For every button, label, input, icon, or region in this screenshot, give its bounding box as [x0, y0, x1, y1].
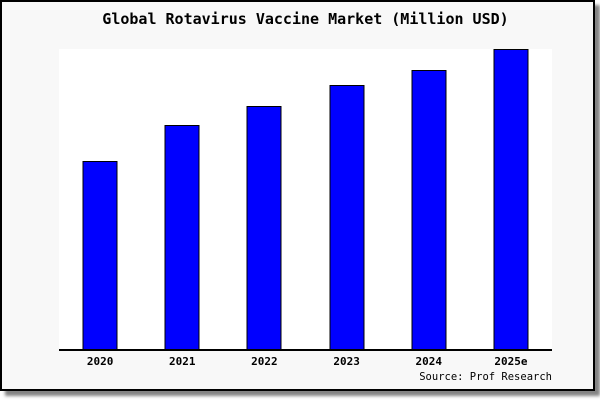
x-axis-tick-labels: 2020 2021 2022 2023 2024 2025e	[59, 353, 552, 369]
x-tick-label-2023: 2023	[333, 355, 360, 368]
x-tick-label-2022: 2022	[251, 355, 278, 368]
x-tick-label-2024: 2024	[415, 355, 443, 368]
bar-2021	[164, 124, 200, 351]
source-credit: Source: Prof Research	[419, 371, 552, 383]
x-tick-label-2020: 2020	[86, 355, 114, 368]
bar-2020	[82, 160, 118, 351]
chart-figure: Global Rotavirus Vaccine Market (Million…	[0, 0, 595, 391]
bar-2023	[329, 85, 365, 351]
bar-2025e	[493, 49, 529, 351]
x-tick-label-2025e: 2025e	[494, 355, 528, 368]
bar-2022	[246, 106, 282, 351]
x-axis-line	[59, 349, 552, 351]
bar-2024	[411, 70, 447, 351]
chart-title: Global Rotavirus Vaccine Market (Million…	[102, 10, 509, 28]
x-tick-label-2021: 2021	[169, 355, 196, 368]
plot-area	[59, 49, 552, 351]
